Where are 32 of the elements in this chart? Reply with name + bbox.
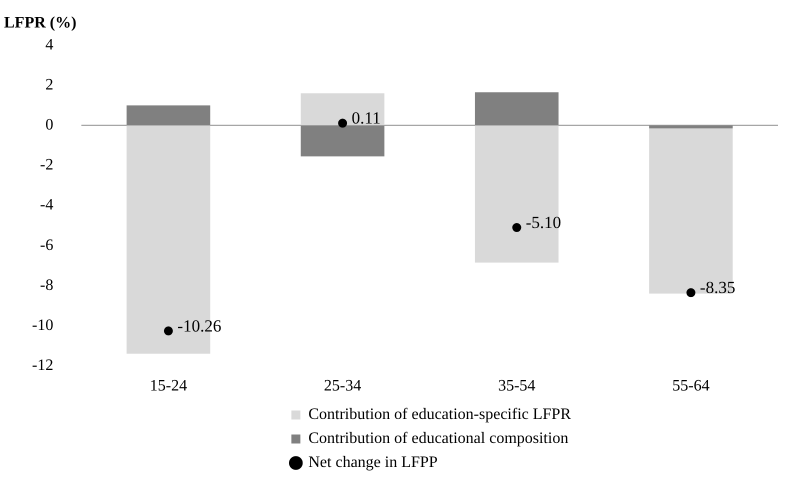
data-label: -5.10: [526, 213, 562, 232]
y-tick-label: -8: [40, 276, 54, 294]
y-tick-label: 4: [45, 36, 54, 54]
point: [512, 223, 522, 232]
point: [686, 288, 696, 298]
data-label: 0.11: [352, 108, 381, 128]
bar: [300, 93, 384, 126]
y-tick-label: -4: [40, 196, 54, 214]
y-tick-label: 0: [45, 116, 54, 134]
y-tick-label: -10: [32, 316, 54, 334]
y-axis-title: LFPR (%): [4, 14, 76, 32]
x-tick-label: 25-34: [324, 378, 362, 395]
legend-label: Net change in LFPP: [308, 454, 438, 472]
bar: [474, 125, 559, 263]
point: [338, 118, 348, 128]
bar: [649, 128, 733, 294]
x-tick-label: 35-54: [498, 378, 536, 395]
bar: [300, 125, 384, 156]
data-label: -10.26: [177, 316, 222, 336]
y-tick-label: -2: [40, 156, 54, 174]
data-label: -8.35: [700, 278, 736, 298]
legend-label: Contribution of education-specific LFPR: [308, 406, 572, 424]
x-tick-label: 55-64: [672, 378, 710, 395]
bar: [126, 105, 210, 126]
bar: [474, 92, 559, 126]
bar: [649, 125, 733, 128]
y-tick-label: 2: [45, 76, 54, 94]
x-tick-label: 15-24: [150, 378, 188, 395]
y-tick-label: -12: [32, 357, 54, 374]
point: [164, 326, 173, 336]
y-tick-label: -6: [40, 236, 54, 254]
legend-label: Contribution of educational composition: [308, 430, 568, 448]
